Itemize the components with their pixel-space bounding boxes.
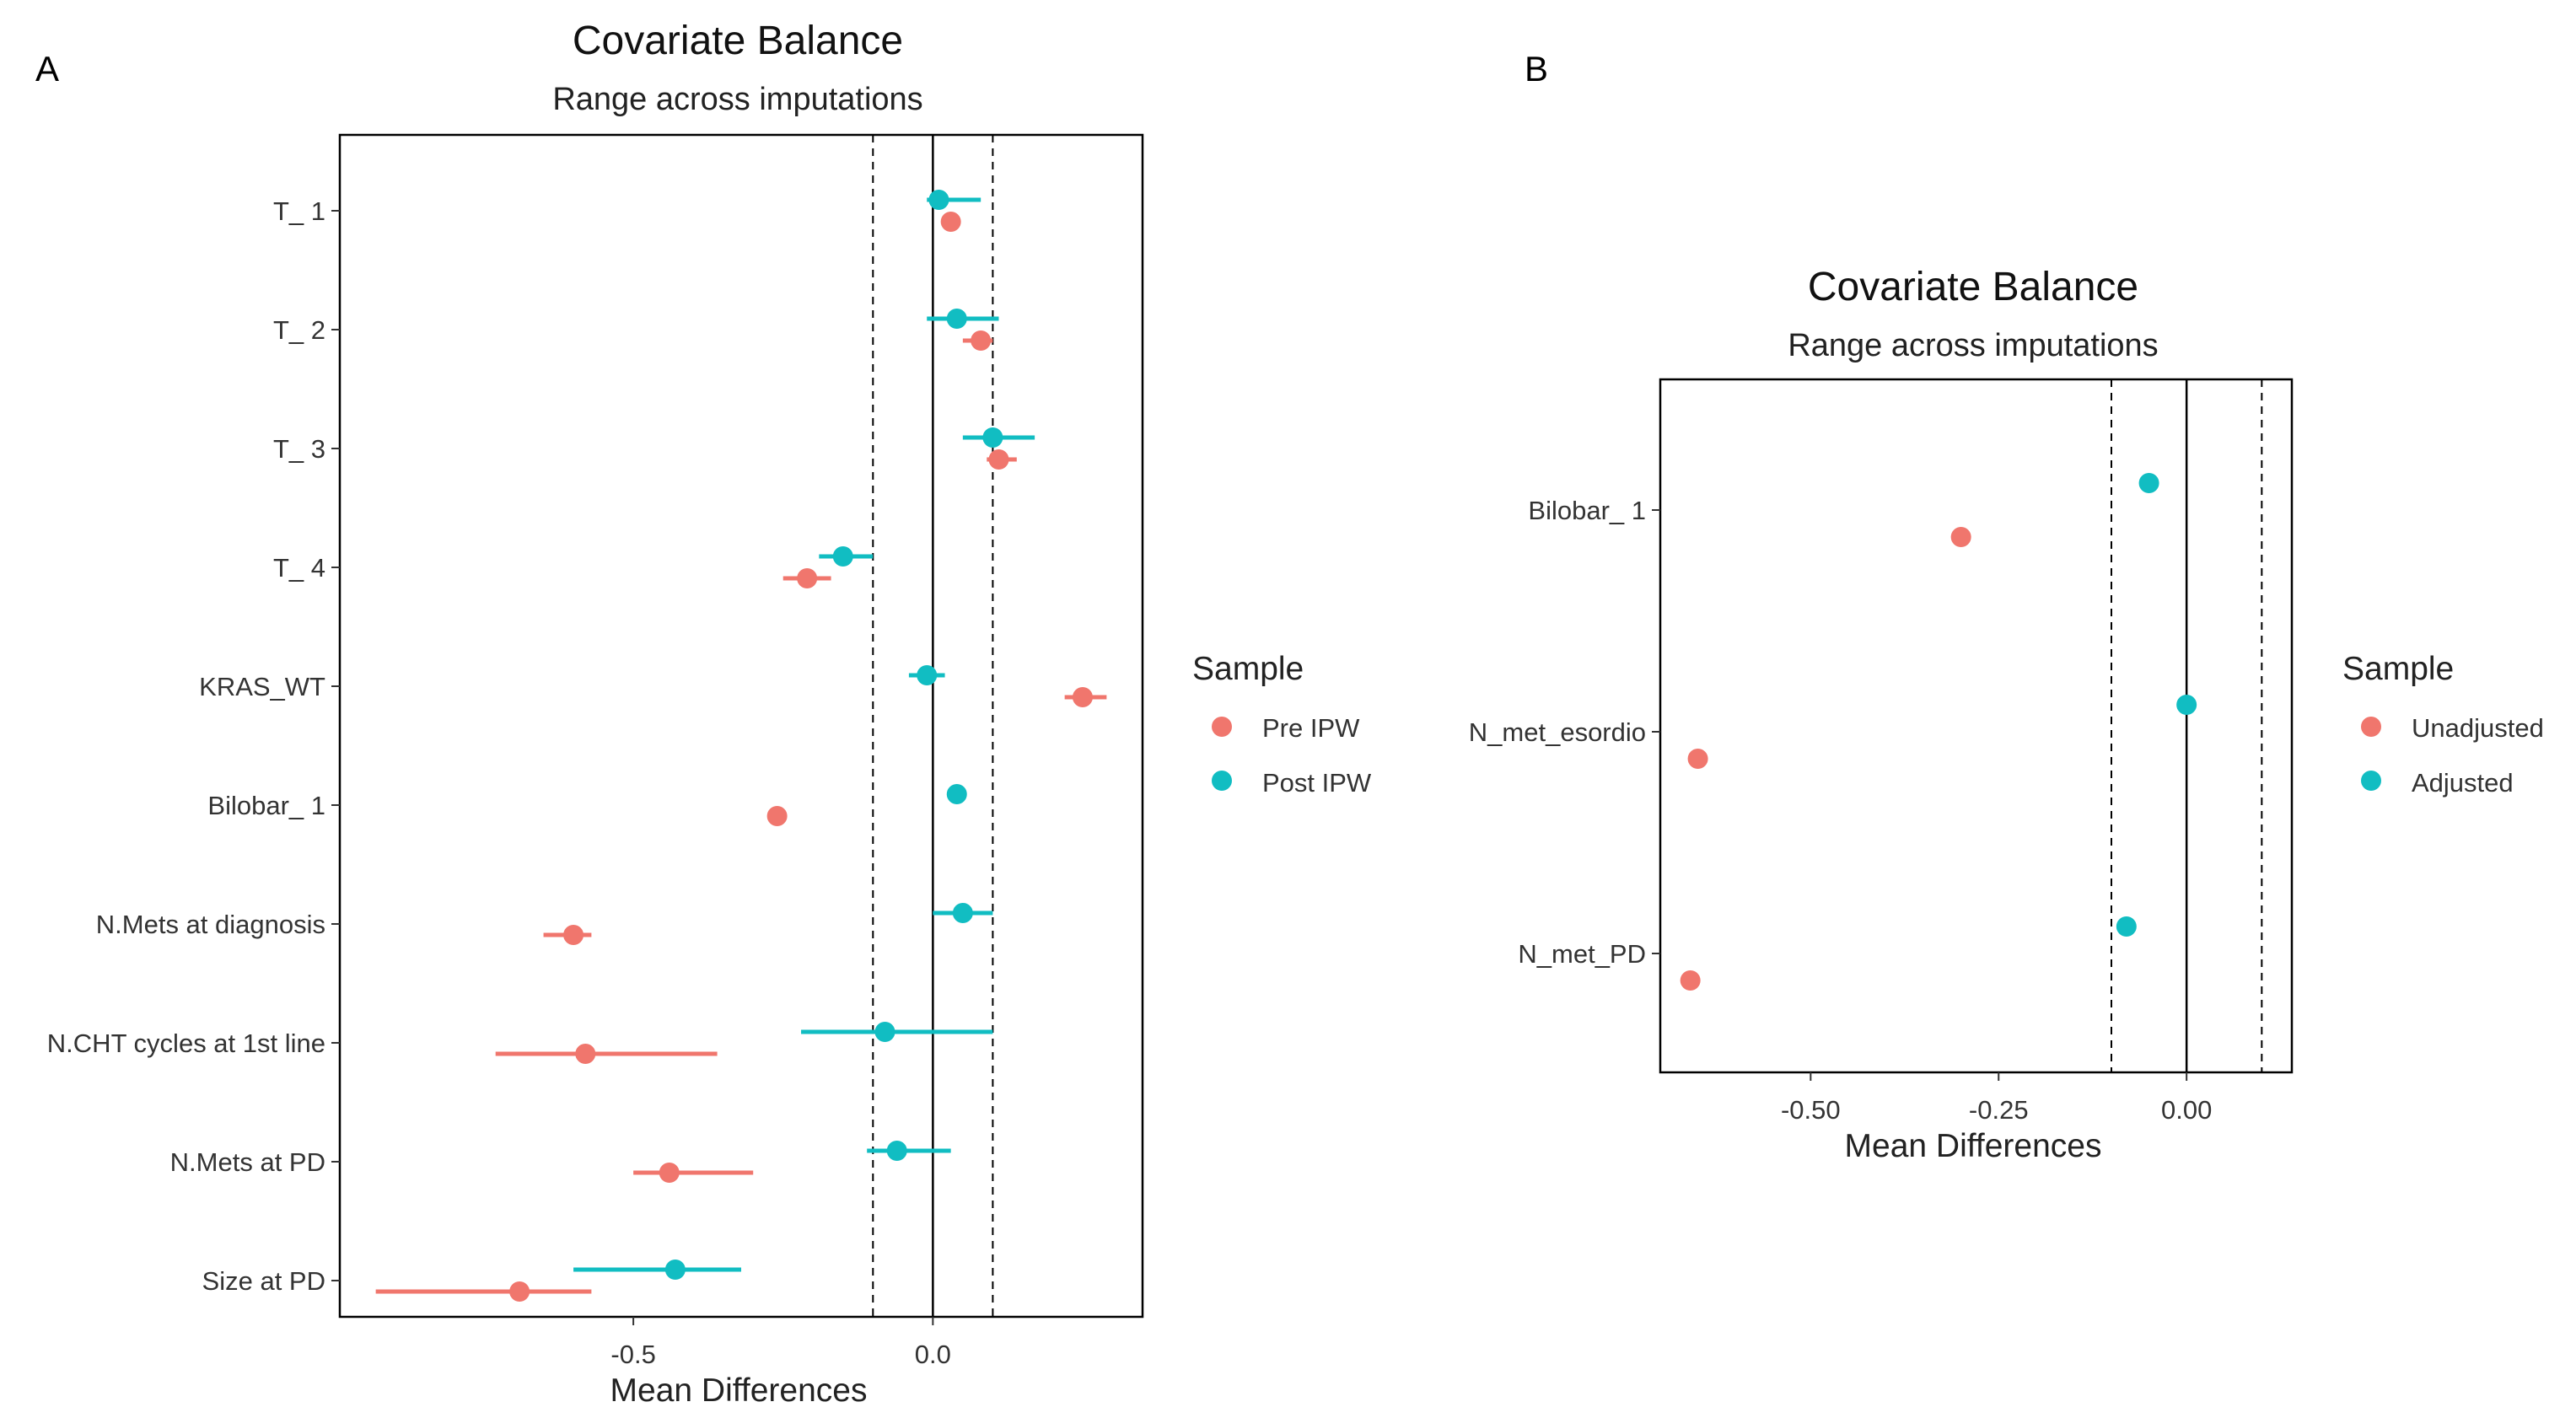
x-tick-label-0: -0.5 xyxy=(610,1340,655,1369)
y-tick-label-n-cht-cycles-at-1st-line: N.CHT cycles at 1st line xyxy=(47,1029,325,1058)
unadjusted-n-met-esordio-point xyxy=(1687,749,1708,769)
panel-a-legend-key-pre-ipw xyxy=(1212,717,1232,737)
panel-b-tag: B xyxy=(1525,49,1548,89)
panel-a-subtitle: Range across imputations xyxy=(552,82,922,117)
panel-a-tag: A xyxy=(35,49,59,89)
post-ipw-t-2-point xyxy=(946,309,967,329)
adjusted-n-met-esordio-point xyxy=(2176,695,2197,715)
panel-b-reference-lines xyxy=(2111,379,2263,1072)
y-tick-label-bilobar-1: Bilobar_ 1 xyxy=(207,791,325,820)
panel-b-legend-key-unadjusted xyxy=(2361,717,2381,737)
panel-a-x-axis: -0.5 0.0 xyxy=(610,1317,951,1369)
panel-b-legend-title: Sample xyxy=(2342,651,2454,687)
y-tick-label-t-4: T_ 4 xyxy=(273,553,325,583)
y-tick-label-kras-wt: KRAS_WT xyxy=(199,672,325,701)
post-ipw-n-mets-at-pd-point xyxy=(886,1141,907,1161)
adjusted-bilobar-1-point xyxy=(2138,473,2159,493)
post-ipw-bilobar-1-point xyxy=(946,784,967,804)
post-ipw-t-3-point xyxy=(982,427,1003,448)
unadjusted-bilobar-1-point xyxy=(1950,527,1971,547)
y-tick-label-n-mets-at-pd: N.Mets at PD xyxy=(170,1147,325,1177)
panel-a-legend-key-post-ipw xyxy=(1212,771,1232,791)
panel-a-x-label: Mean Differences xyxy=(610,1372,868,1409)
pre-ipw-t-2-point xyxy=(971,330,992,351)
panel-b-x-axis: -0.50 -0.25 0.00 xyxy=(1781,1072,2212,1125)
y-tick-label-size-at-pd: Size at PD xyxy=(202,1266,325,1296)
panel-b-legend-label-adjusted: Adjusted xyxy=(2412,768,2514,798)
pre-ipw-kras-wt-point xyxy=(1072,687,1093,707)
x-tick-label-0: -0.50 xyxy=(1781,1095,1841,1125)
panel-a-title: Covariate Balance xyxy=(573,19,903,63)
panel-b-legend-label-unadjusted: Unadjusted xyxy=(2412,713,2544,743)
pre-ipw-t-3-point xyxy=(988,449,1009,470)
panel-b-subtitle: Range across imputations xyxy=(1788,328,2158,363)
pre-ipw-bilobar-1-point xyxy=(766,806,788,826)
pre-ipw-n-mets-at-pd-point xyxy=(659,1163,680,1183)
x-tick-label-2: 0.00 xyxy=(2161,1095,2212,1125)
panel-b-legend-key-adjusted xyxy=(2361,771,2381,791)
y-tick-label-n-mets-at-diagnosis: N.Mets at diagnosis xyxy=(96,910,325,939)
panel-b-y-axis: Bilobar_ 1 N_met_esordio N_met_PD xyxy=(1469,496,1660,969)
pre-ipw-t-1-point xyxy=(940,212,961,232)
pre-ipw-n-cht-cycles-at-1st-line-point xyxy=(575,1044,596,1064)
post-ipw-t-4-point xyxy=(832,546,853,567)
panel-b-title: Covariate Balance xyxy=(1808,265,2138,309)
y-tick-label-bilobar-1: Bilobar_ 1 xyxy=(1528,496,1646,525)
panel-a-y-axis: T_ 1 T_ 2 T_ 3 T_ 4 KRAS_WT Bilobar_ 1 N.Mets … xyxy=(47,196,340,1296)
y-tick-label-t-1: T_ 1 xyxy=(273,196,325,226)
panel-a-legend-title: Sample xyxy=(1192,651,1304,687)
post-ipw-n-mets-at-diagnosis-point xyxy=(952,903,973,923)
post-ipw-t-1-point xyxy=(928,190,949,210)
pre-ipw-t-4-point xyxy=(797,568,818,588)
adjusted-n-met-pd-point xyxy=(2116,916,2137,937)
panel-a-plot-frame xyxy=(338,133,1144,1319)
post-ipw-size-at-pd-point xyxy=(664,1260,686,1280)
panel-b: B Covariate Balance Range across imputat… xyxy=(1469,49,2544,1164)
panel-b-x-label: Mean Differences xyxy=(1845,1128,2102,1164)
panel-a-reference-lines xyxy=(872,135,994,1317)
y-tick-label-t-3: T_ 3 xyxy=(273,434,325,464)
x-tick-label-1: -0.25 xyxy=(1969,1095,2029,1125)
y-tick-label-n-met-esordio: N_met_esordio xyxy=(1469,717,1646,747)
pre-ipw-n-mets-at-diagnosis-point xyxy=(563,925,584,945)
y-tick-label-t-2: T_ 2 xyxy=(273,315,325,345)
panel-a-legend-label-pre-ipw: Pre IPW xyxy=(1262,713,1360,743)
panel-a-legend-label-post-ipw: Post IPW xyxy=(1262,768,1372,798)
pre-ipw-size-at-pd-point xyxy=(509,1281,530,1302)
x-tick-label-1: 0.0 xyxy=(915,1340,951,1369)
post-ipw-kras-wt-point xyxy=(917,665,938,685)
panel-b-legend: Sample Unadjusted Adjusted xyxy=(2342,651,2544,798)
panel-a-legend: Sample Pre IPW Post IPW xyxy=(1192,651,1372,798)
panel-b-data-marks xyxy=(1680,473,2197,991)
y-tick-label-n-met-pd: N_met_PD xyxy=(1518,939,1646,969)
post-ipw-n-cht-cycles-at-1st-line-point xyxy=(874,1022,895,1042)
unadjusted-n-met-pd-point xyxy=(1680,970,1701,991)
panel-b-plot-frame xyxy=(1659,378,2294,1074)
panel-a: A Covariate Balance Range across imputat… xyxy=(35,19,1372,1409)
panel-a-data-marks xyxy=(375,190,1107,1302)
